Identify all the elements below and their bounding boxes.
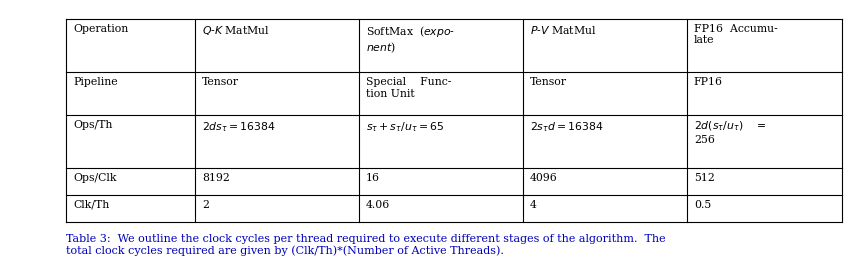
Text: FP16  Accumu-
late: FP16 Accumu- late	[694, 23, 778, 45]
Text: 4.06: 4.06	[366, 200, 390, 210]
Text: Operation: Operation	[73, 23, 128, 33]
Text: 16: 16	[366, 173, 380, 183]
Text: Tensor: Tensor	[202, 77, 240, 87]
Text: Pipeline: Pipeline	[73, 77, 118, 87]
Text: $s_\tau + s_\tau/u_\tau = 65$: $s_\tau + s_\tau/u_\tau = 65$	[366, 120, 444, 134]
Text: $2s_\tau d = 16384$: $2s_\tau d = 16384$	[530, 120, 604, 134]
Text: 0.5: 0.5	[694, 200, 711, 210]
Text: FP16: FP16	[694, 77, 723, 87]
Text: 2: 2	[202, 200, 209, 210]
Text: Table 3:  We outline the clock cycles per thread required to execute different s: Table 3: We outline the clock cycles per…	[66, 234, 666, 256]
Text: 4: 4	[530, 200, 537, 210]
Text: 512: 512	[694, 173, 714, 183]
Text: $P$-$V$ MatMul: $P$-$V$ MatMul	[530, 23, 596, 36]
Text: SoftMax  ($expo$-
$nent$): SoftMax ($expo$- $nent$)	[366, 23, 455, 55]
Text: $2ds_\tau = 16384$: $2ds_\tau = 16384$	[202, 120, 276, 134]
Text: $Q$-$K$ MatMul: $Q$-$K$ MatMul	[202, 23, 271, 36]
Text: Ops/Clk: Ops/Clk	[73, 173, 117, 183]
Text: 4096: 4096	[530, 173, 558, 183]
Text: Tensor: Tensor	[530, 77, 567, 87]
Text: Clk/Th: Clk/Th	[73, 200, 109, 210]
Text: $2d(s_\tau/u_\tau)$    =
256: $2d(s_\tau/u_\tau)$ = 256	[694, 120, 766, 145]
Text: Special    Func-
tion Unit: Special Func- tion Unit	[366, 77, 452, 99]
Text: Ops/Th: Ops/Th	[73, 120, 112, 130]
Text: 8192: 8192	[202, 173, 230, 183]
